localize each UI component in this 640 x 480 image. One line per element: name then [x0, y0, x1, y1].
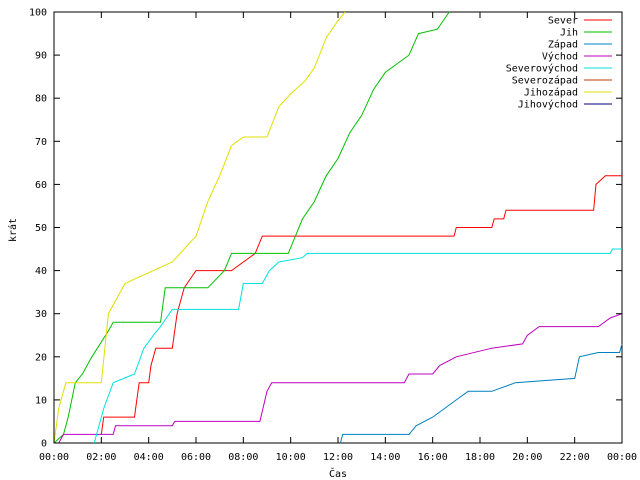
series-layer: [53, 11, 623, 444]
y-axis-title: krát: [7, 218, 19, 242]
plot-area: [53, 11, 623, 444]
legend-label: Jihozápad: [524, 87, 578, 99]
y-tick-label: 20: [35, 352, 47, 363]
legend-label: Sever: [548, 16, 578, 27]
x-tick-label: 04:00: [134, 452, 164, 463]
x-tick-label: 22:00: [560, 452, 590, 463]
series-line-4: [93, 248, 622, 444]
legend-label: Jih: [560, 28, 578, 39]
series-line-0: [100, 175, 622, 435]
legend-label: Severovýchod: [506, 63, 578, 75]
legend-label: Východ: [542, 51, 578, 63]
series-line-2: [339, 343, 623, 444]
series-line-3: [58, 313, 623, 444]
x-tick-label: 18:00: [465, 452, 495, 463]
x-tick-label: 02:00: [86, 452, 116, 463]
legend: SeverJihZápadVýchodSeverovýchodSeverozáp…: [506, 16, 612, 111]
x-tick-label: 16:00: [418, 452, 448, 463]
y-tick-label: 80: [35, 94, 47, 105]
legend-label: Jihovýchod: [518, 99, 578, 111]
y-tick-label: 90: [35, 51, 47, 62]
y-tick-label: 70: [35, 137, 47, 148]
y-tick-label: 60: [35, 180, 47, 191]
series-line-6: [53, 11, 346, 444]
x-tick-label: 08:00: [228, 452, 258, 463]
y-tick-label: 30: [35, 309, 47, 320]
y-tick-label: 0: [41, 439, 47, 450]
legend-label: Západ: [548, 39, 578, 51]
x-tick-label: 06:00: [181, 452, 211, 463]
x-tick-label: 10:00: [276, 452, 306, 463]
legend-label: Severozápad: [512, 75, 578, 87]
y-tick-label: 10: [35, 395, 47, 406]
x-tick-label: 14:00: [370, 452, 400, 463]
y-tick-label: 40: [35, 266, 47, 277]
series-line-1: [53, 11, 450, 444]
ticks-layer: 00:00 02:00 04:00 06:00 08:00 10:00 12:00 14:00…: [29, 8, 637, 464]
x-axis-title: Čas: [329, 467, 347, 480]
y-tick-label: 50: [35, 223, 47, 234]
x-tick-label: 12:00: [323, 452, 353, 463]
x-tick-label: 00:00: [39, 452, 69, 463]
x-tick-label: 00:00: [607, 452, 637, 463]
y-tick-label: 100: [29, 8, 47, 19]
x-tick-label: 20:00: [512, 452, 542, 463]
